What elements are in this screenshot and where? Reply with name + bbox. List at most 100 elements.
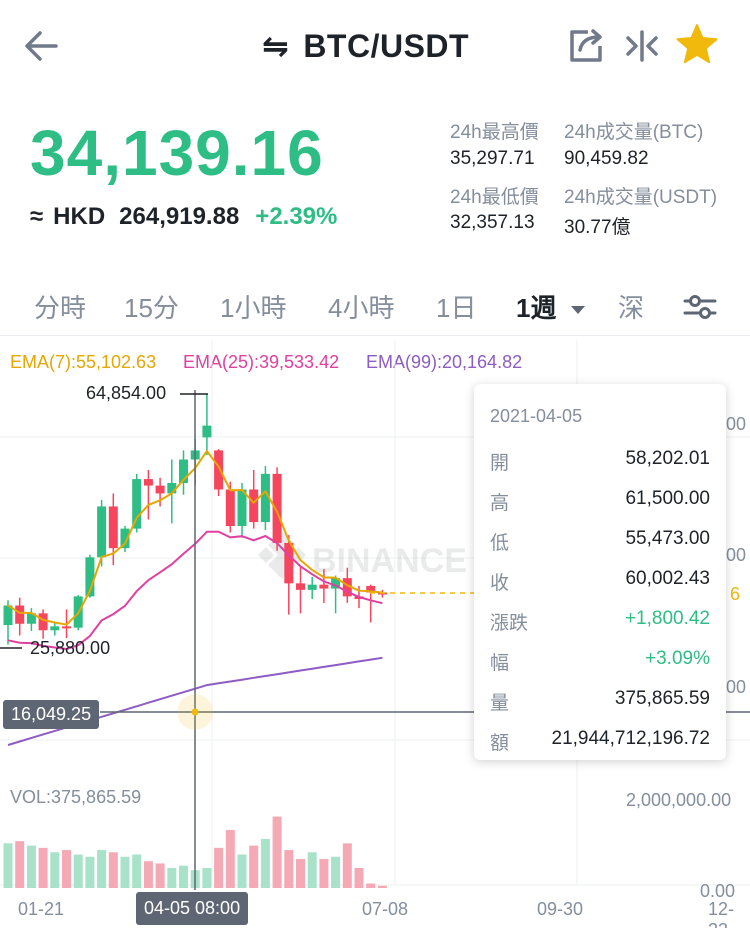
tooltip-row-low: 低 55,473.00 xyxy=(490,528,710,554)
fiat-price-row: ≈ HKD 264,919.88 +2.39% xyxy=(30,203,337,231)
candle-body xyxy=(225,489,235,526)
volume-bar xyxy=(260,838,270,888)
tooltip-row-high: 高 61,500.00 xyxy=(490,488,710,514)
tooltip-key: 漲跌 xyxy=(490,613,529,634)
crosshair-price-tag: 16,049.25 xyxy=(3,700,100,729)
candle-body xyxy=(155,485,165,494)
candle-body xyxy=(179,459,188,483)
favorite-button[interactable] xyxy=(674,22,720,68)
low-value: 32,357.13 xyxy=(450,212,535,233)
tab-depth[interactable]: 深 xyxy=(618,293,645,323)
tab-1h[interactable]: 1小時 xyxy=(220,293,287,323)
vol-usdt-label: 24h成交量(USDT) xyxy=(564,187,718,208)
split-view-button[interactable] xyxy=(622,26,662,66)
volume-bar xyxy=(342,843,352,888)
tooltip-key: 高 xyxy=(490,493,510,514)
tab-1d[interactable]: 1日 xyxy=(436,293,477,323)
volume-bar xyxy=(26,845,36,888)
fiat-value: 264,919.88 xyxy=(119,203,240,230)
volume-bar xyxy=(15,841,25,888)
volume-bar xyxy=(62,850,71,888)
volume-bar xyxy=(3,843,13,888)
tooltip-row-close: 收 60,002.43 xyxy=(490,568,710,594)
candle-body xyxy=(319,584,329,589)
pair-selector[interactable]: ⇋ BTC/USDT xyxy=(262,24,469,68)
volume-bar xyxy=(296,858,305,888)
tooltip-value: +3.09% xyxy=(645,648,710,669)
candle-body xyxy=(237,489,247,526)
right-axis-label-3: 6 xyxy=(730,584,741,604)
candle-body xyxy=(3,605,13,626)
candle-body xyxy=(108,506,118,549)
candle-body xyxy=(331,578,341,589)
vol-btc-value: 90,459.82 xyxy=(564,148,649,169)
candle-body xyxy=(15,605,25,624)
candle-body xyxy=(50,626,60,631)
last-price: 34,139.16 xyxy=(30,117,324,189)
candle-body xyxy=(85,557,95,597)
tooltip-value: 60,002.43 xyxy=(625,568,710,589)
volume-bar xyxy=(214,847,224,888)
tooltip-value: 21,944,712,196.72 xyxy=(551,728,711,749)
candle-body xyxy=(120,528,130,549)
low-label: 24h最低價 xyxy=(450,187,539,208)
x-label-4: 12-23 xyxy=(708,899,735,928)
volume-bar xyxy=(225,829,235,888)
star-icon xyxy=(676,24,718,64)
tab-4h[interactable]: 4小時 xyxy=(328,293,395,323)
tab-15m[interactable]: 15分 xyxy=(124,293,179,323)
tab-1w[interactable]: 1週 xyxy=(516,288,586,325)
ema99-legend: EMA(99):20,164.82 xyxy=(366,352,523,372)
ema25-legend: EMA(25):39,533.42 xyxy=(183,352,340,372)
x-label-2: 07-08 xyxy=(362,899,409,919)
tooltip-row-amount: 額 21,944,712,196.72 xyxy=(490,728,711,754)
ema7-legend: EMA(7):55,102.63 xyxy=(10,352,157,372)
volume-bar xyxy=(143,861,153,888)
approx-symbol: ≈ xyxy=(30,203,44,230)
vol-usdt-value: 30.77億 xyxy=(564,217,631,238)
min-price-label: 25,880.00 xyxy=(30,638,111,658)
vol-btc-label: 24h成交量(BTC) xyxy=(564,122,704,143)
tooltip-key: 開 xyxy=(490,453,510,474)
share-icon xyxy=(570,29,602,62)
tooltip-key: 量 xyxy=(490,693,510,714)
right-axis-label-2: 00 xyxy=(726,545,747,565)
sliders-icon xyxy=(683,295,717,319)
vol-axis-bottom: 0.00 xyxy=(700,881,736,901)
volume-bar xyxy=(179,865,188,888)
candle-body xyxy=(97,506,107,558)
volume-bar xyxy=(377,885,387,888)
pair-title: BTC/USDT xyxy=(303,27,470,64)
volume-bar xyxy=(38,847,48,888)
volume-bar xyxy=(167,867,177,888)
volume-bar xyxy=(249,845,259,888)
volume-bar xyxy=(155,863,165,888)
swap-arrows-icon: ⇋ xyxy=(262,28,290,64)
tooltip-row-amplitude: 幅 +3.09% xyxy=(490,648,710,674)
tooltip-row-change: 漲跌 +1,800.42 xyxy=(490,608,710,634)
volume-bar xyxy=(366,883,376,888)
candle-body xyxy=(260,473,270,523)
volume-label: VOL:375,865.59 xyxy=(10,787,142,807)
right-axis-label-4: 00 xyxy=(726,677,747,697)
candle-body xyxy=(202,425,212,438)
right-axis-label-1: 00 xyxy=(726,414,747,434)
fiat-currency: HKD xyxy=(53,203,106,230)
tab-time[interactable]: 分時 xyxy=(34,293,87,323)
candle-tooltip: 2021-04-05 開 58,202.01 高 61,500.00 低 55,473… xyxy=(474,384,726,760)
max-price-label: 64,854.00 xyxy=(86,383,167,403)
volume-bar xyxy=(132,854,142,888)
candle-body xyxy=(249,489,259,523)
vol-axis-top: 2,000,000.00 xyxy=(626,790,732,810)
crosshair-time-tag: 04-05 08:00 xyxy=(136,892,249,925)
share-button[interactable] xyxy=(566,26,606,66)
binance-watermark: BINANCE xyxy=(258,531,467,580)
tab-divider xyxy=(0,335,750,336)
caret-down-icon xyxy=(570,306,585,315)
change-percent: +2.39% xyxy=(255,203,338,230)
back-button[interactable] xyxy=(20,24,64,68)
chart-settings-button[interactable] xyxy=(683,292,717,322)
crosshair-dot xyxy=(191,708,199,716)
candle-body xyxy=(132,479,142,529)
volume-bar xyxy=(331,856,341,888)
